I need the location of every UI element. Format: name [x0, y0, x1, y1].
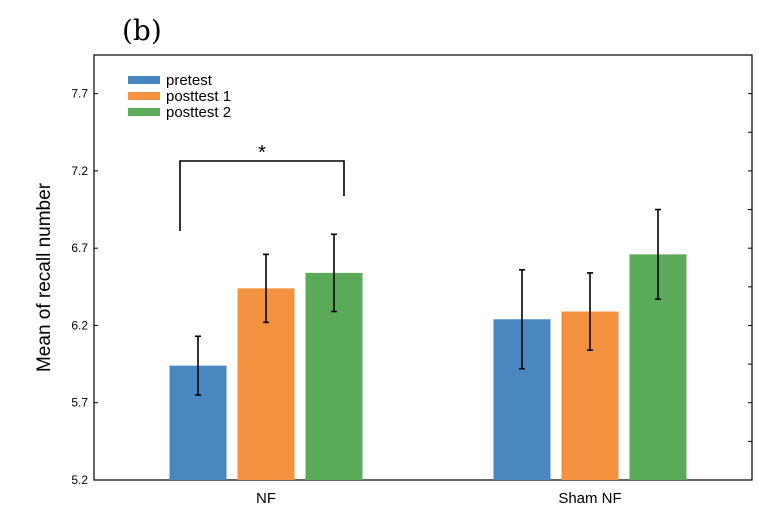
bars: [169, 254, 687, 480]
annotations: *: [179, 142, 345, 231]
legend-swatch-0: [128, 76, 160, 84]
error-bar-1-1: [587, 272, 593, 351]
y-axis-title: Mean of recall number: [34, 182, 55, 372]
x-axis: NF Sham NF: [256, 490, 622, 507]
y-tick-label-4: 7.2: [71, 164, 88, 178]
error-bar-0-2: [331, 233, 337, 313]
panel-label: (b): [122, 14, 162, 47]
significance-marker-0: *: [258, 142, 266, 164]
significance-bracket-0: [179, 160, 345, 231]
y-axis: 5.2 5.7 6.2 6.7 7.2 7.7: [71, 87, 98, 487]
plot-frame: [93, 54, 753, 481]
x-category-label-0: NF: [256, 490, 276, 507]
error-bar-0-0: [195, 335, 201, 396]
y-axis-right: [748, 93, 752, 442]
legend-label-2: posttest 2: [166, 104, 231, 121]
legend-label-0: pretest: [166, 72, 213, 89]
y-tick-label-1: 5.7: [71, 396, 88, 410]
legend-label-1: posttest 1: [166, 88, 231, 105]
error-bar-1-0: [519, 269, 525, 370]
legend-swatch-1: [128, 92, 160, 100]
y-tick-label-5: 7.7: [71, 87, 88, 101]
y-tick-label-3: 6.7: [71, 241, 88, 255]
y-tick-label-2: 6.2: [71, 318, 88, 332]
error-bars: [195, 208, 661, 396]
error-bar-1-2: [655, 208, 661, 300]
x-category-label-1: Sham NF: [558, 490, 621, 507]
y-tick-label-0: 5.2: [71, 473, 88, 487]
error-bar-0-1: [263, 253, 269, 324]
legend-swatch-2: [128, 108, 160, 116]
